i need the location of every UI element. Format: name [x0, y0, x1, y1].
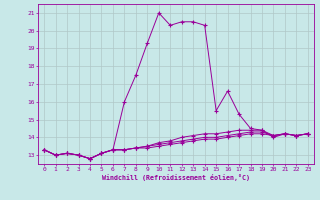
X-axis label: Windchill (Refroidissement éolien,°C): Windchill (Refroidissement éolien,°C): [102, 174, 250, 181]
